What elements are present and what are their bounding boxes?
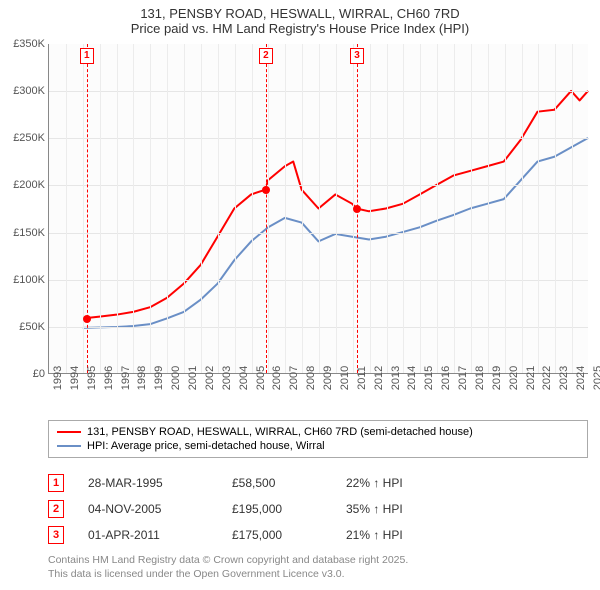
series-price_paid <box>87 91 588 318</box>
x-axis-label: 1996 <box>103 366 115 390</box>
x-axis-label: 2022 <box>541 366 553 390</box>
marker-dot-3 <box>353 205 361 213</box>
sales-price-3: £175,000 <box>232 528 322 542</box>
x-axis-label: 2025 <box>592 366 600 390</box>
sales-date-1: 28-MAR-1995 <box>88 476 208 490</box>
sales-price-1: £58,500 <box>232 476 322 490</box>
x-axis-label: 2002 <box>204 366 216 390</box>
x-axis-label: 2015 <box>423 366 435 390</box>
x-axis-label: 2016 <box>440 366 452 390</box>
y-axis-label: £350K <box>0 38 45 50</box>
x-axis-label: 2020 <box>508 366 520 390</box>
x-axis-label: 1993 <box>52 366 64 390</box>
x-axis-label: 2014 <box>406 366 418 390</box>
x-axis-label: 1994 <box>69 366 81 390</box>
marker-box-3: 3 <box>350 48 364 64</box>
chart-container: 131, PENSBY ROAD, HESWALL, WIRRAL, CH60 … <box>0 0 600 590</box>
marker-box-2: 2 <box>259 48 273 64</box>
x-axis-label: 2001 <box>187 366 199 390</box>
marker-box-1: 1 <box>80 48 94 64</box>
x-axis-label: 2003 <box>221 366 233 390</box>
x-axis-label: 2023 <box>558 366 570 390</box>
x-axis-label: 2007 <box>288 366 300 390</box>
y-axis-label: £200K <box>0 179 45 191</box>
footer-line-2: This data is licensed under the Open Gov… <box>48 568 408 582</box>
legend-swatch-1 <box>57 431 81 433</box>
legend-label-2: HPI: Average price, semi-detached house,… <box>87 440 325 452</box>
sales-pct-2: 35% ↑ HPI <box>346 502 456 516</box>
sales-pct-3: 21% ↑ HPI <box>346 528 456 542</box>
sales-date-3: 01-APR-2011 <box>88 528 208 542</box>
marker-dot-1 <box>83 315 91 323</box>
y-axis-label: £100K <box>0 274 45 286</box>
x-axis-label: 1995 <box>86 366 98 390</box>
legend-swatch-2 <box>57 445 81 447</box>
x-axis-label: 2008 <box>305 366 317 390</box>
sales-table: 1 28-MAR-1995 £58,500 22% ↑ HPI 2 04-NOV… <box>48 470 588 548</box>
x-axis-label: 2009 <box>322 366 334 390</box>
x-axis-label: 2017 <box>457 366 469 390</box>
legend-item-1: 131, PENSBY ROAD, HESWALL, WIRRAL, CH60 … <box>57 425 579 439</box>
sales-row-3: 3 01-APR-2011 £175,000 21% ↑ HPI <box>48 522 588 548</box>
y-axis-label: £300K <box>0 85 45 97</box>
x-axis-label: 2024 <box>575 366 587 390</box>
y-axis-label: £50K <box>0 321 45 333</box>
x-axis-label: 2000 <box>170 366 182 390</box>
marker-line-2 <box>266 44 267 373</box>
x-axis-label: 2018 <box>474 366 486 390</box>
marker-dot-2 <box>262 186 270 194</box>
x-axis-label: 2006 <box>271 366 283 390</box>
x-axis-label: 2019 <box>491 366 503 390</box>
x-axis-label: 1999 <box>153 366 165 390</box>
title-line-1: 131, PENSBY ROAD, HESWALL, WIRRAL, CH60 … <box>0 6 600 21</box>
sales-marker-2: 2 <box>48 500 64 518</box>
x-axis-label: 2011 <box>356 366 368 390</box>
footer-line-1: Contains HM Land Registry data © Crown c… <box>48 554 408 568</box>
y-axis-label: £250K <box>0 132 45 144</box>
x-axis-label: 2013 <box>390 366 402 390</box>
x-axis-label: 1998 <box>136 366 148 390</box>
legend-item-2: HPI: Average price, semi-detached house,… <box>57 439 579 453</box>
x-axis-label: 2012 <box>373 366 385 390</box>
title-line-2: Price paid vs. HM Land Registry's House … <box>0 21 600 36</box>
legend-label-1: 131, PENSBY ROAD, HESWALL, WIRRAL, CH60 … <box>87 426 473 438</box>
footer-attribution: Contains HM Land Registry data © Crown c… <box>48 554 408 581</box>
x-axis-label: 2010 <box>339 366 351 390</box>
title-block: 131, PENSBY ROAD, HESWALL, WIRRAL, CH60 … <box>0 0 600 38</box>
sales-marker-1: 1 <box>48 474 64 492</box>
y-axis-label: £0 <box>0 368 45 380</box>
sales-row-1: 1 28-MAR-1995 £58,500 22% ↑ HPI <box>48 470 588 496</box>
sales-row-2: 2 04-NOV-2005 £195,000 35% ↑ HPI <box>48 496 588 522</box>
marker-line-1 <box>87 44 88 373</box>
sales-date-2: 04-NOV-2005 <box>88 502 208 516</box>
x-axis-label: 2021 <box>525 366 537 390</box>
sales-price-2: £195,000 <box>232 502 322 516</box>
x-axis-label: 2005 <box>255 366 267 390</box>
legend-box: 131, PENSBY ROAD, HESWALL, WIRRAL, CH60 … <box>48 420 588 458</box>
chart-plot-area: 1 2 3 <box>48 44 588 374</box>
sales-marker-3: 3 <box>48 526 64 544</box>
sales-pct-1: 22% ↑ HPI <box>346 476 456 490</box>
y-axis-label: £150K <box>0 227 45 239</box>
x-axis-label: 2004 <box>238 366 250 390</box>
x-axis-label: 1997 <box>120 366 132 390</box>
